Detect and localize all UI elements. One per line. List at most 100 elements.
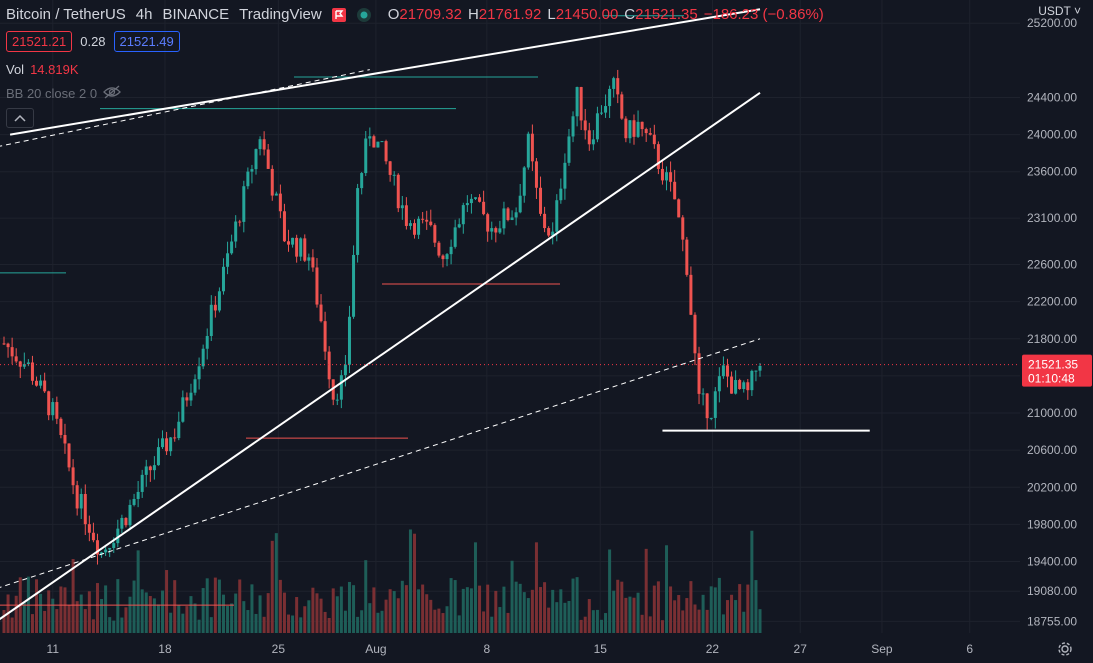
market-status-icon[interactable] — [356, 7, 372, 23]
volume-bar — [681, 610, 685, 633]
volume-bar — [112, 620, 116, 633]
volume-bar — [71, 558, 75, 633]
y-tick-label: 23100.00 — [1027, 211, 1077, 225]
candle-body — [30, 362, 34, 381]
volume-bar — [380, 610, 384, 633]
gear-icon[interactable] — [1057, 641, 1073, 657]
candle-body — [616, 78, 620, 95]
volume-bar — [746, 584, 750, 633]
candle-body — [364, 138, 368, 174]
volume-bar — [473, 542, 477, 633]
candle-body — [510, 217, 514, 221]
y-tick-label: 23600.00 — [1027, 165, 1077, 179]
candle-body — [396, 174, 400, 209]
candle-body — [599, 112, 603, 114]
volume-bar — [347, 581, 351, 633]
candle-body — [604, 106, 608, 113]
candle-body — [132, 498, 136, 505]
exchange-label: BINANCE — [162, 6, 230, 23]
candle-body — [75, 485, 79, 509]
volume-bar — [148, 596, 152, 633]
volume-legend[interactable]: Vol 14.819K — [6, 62, 79, 77]
candle-body — [518, 195, 522, 213]
volume-bar — [648, 616, 652, 633]
symbol-name[interactable]: Bitcoin / TetherUS — [6, 6, 126, 23]
volume-bar — [209, 617, 213, 633]
volume-bar — [478, 585, 482, 633]
volume-bar — [591, 610, 595, 633]
candle-body — [721, 365, 725, 377]
volume-bar — [482, 611, 486, 633]
candle-body — [624, 118, 628, 139]
volume-bar — [693, 604, 697, 633]
candle-body — [287, 241, 291, 245]
volume-bar — [530, 589, 534, 633]
candle-body — [575, 87, 579, 117]
symbol-header[interactable]: Bitcoin / TetherUS 4h BINANCE TradingVie… — [6, 6, 824, 23]
candle-body — [230, 241, 234, 254]
candle-body — [193, 379, 197, 393]
candle-body — [522, 167, 526, 196]
volume-bar — [486, 584, 490, 633]
trend-drawings[interactable] — [0, 8, 870, 633]
volume-bar — [567, 600, 571, 633]
candle-body — [583, 120, 587, 131]
candle-body — [437, 242, 441, 256]
volume-bar — [685, 598, 689, 633]
bollinger-legend[interactable]: BB 20 close 2 0 — [6, 85, 121, 102]
volume-bar — [461, 588, 465, 633]
currency-selector[interactable]: USDT ˅ — [1038, 4, 1081, 18]
candle-body — [250, 169, 254, 172]
trend-line[interactable] — [9, 8, 761, 136]
volume-bar — [303, 606, 307, 633]
trend_dashed-line[interactable] — [0, 69, 370, 151]
candle-body — [169, 437, 173, 452]
ask-price[interactable]: 21521.49 — [113, 31, 180, 52]
candle-body — [100, 552, 104, 555]
volume-bar — [721, 614, 725, 633]
horizontal-levels — [0, 15, 684, 606]
eye-hidden-icon[interactable] — [103, 85, 121, 102]
candle-body — [148, 466, 152, 471]
candle-body — [104, 549, 108, 553]
price-axis[interactable]: 25200.00 24400.00 24000.00 23600.00 23100.00… — [1020, 0, 1093, 663]
candle-body — [14, 356, 18, 362]
volume-bar — [469, 588, 473, 633]
trend-line[interactable] — [0, 91, 761, 633]
candle-body — [209, 304, 213, 337]
candle-body — [347, 316, 351, 365]
volume-bar — [274, 533, 278, 633]
volume-bar — [185, 606, 189, 633]
candle-body — [55, 402, 59, 419]
volume-bar — [518, 583, 522, 633]
chevron-up-icon — [14, 114, 26, 122]
bid-price[interactable]: 21521.21 — [6, 31, 73, 52]
volume-bar — [360, 610, 364, 633]
time-axis[interactable]: 11 18 25 Aug 8 15 22 27 Sep 6 — [0, 633, 1093, 663]
candle-body — [534, 161, 538, 188]
volume-bar — [2, 610, 6, 633]
collapse-legend-button[interactable] — [6, 108, 34, 128]
volume-bar — [758, 609, 762, 633]
candle-body — [758, 365, 762, 371]
ohlc-values: O21709.32 H21761.92 L21450.00 C21521.35 −186… — [382, 6, 824, 23]
candle-body — [644, 129, 648, 134]
candle-body — [51, 402, 55, 416]
interval-label[interactable]: 4h — [135, 6, 153, 23]
last-price-box — [1022, 354, 1092, 387]
candle-body — [213, 304, 217, 311]
flag-icon[interactable] — [331, 7, 346, 22]
candle-body — [128, 504, 132, 526]
candle-body — [526, 133, 530, 168]
volume-bar — [644, 548, 648, 633]
candle-body — [429, 221, 433, 226]
candle-body — [226, 253, 230, 267]
volume-bar — [522, 592, 526, 633]
candle-body — [677, 199, 681, 218]
x-tick-label: 11 — [47, 642, 60, 656]
trend_dashed-line[interactable] — [0, 338, 761, 594]
y-tick-label: 19080.00 — [1027, 584, 1077, 598]
volume-bar — [539, 587, 543, 633]
candle-body — [591, 139, 595, 145]
